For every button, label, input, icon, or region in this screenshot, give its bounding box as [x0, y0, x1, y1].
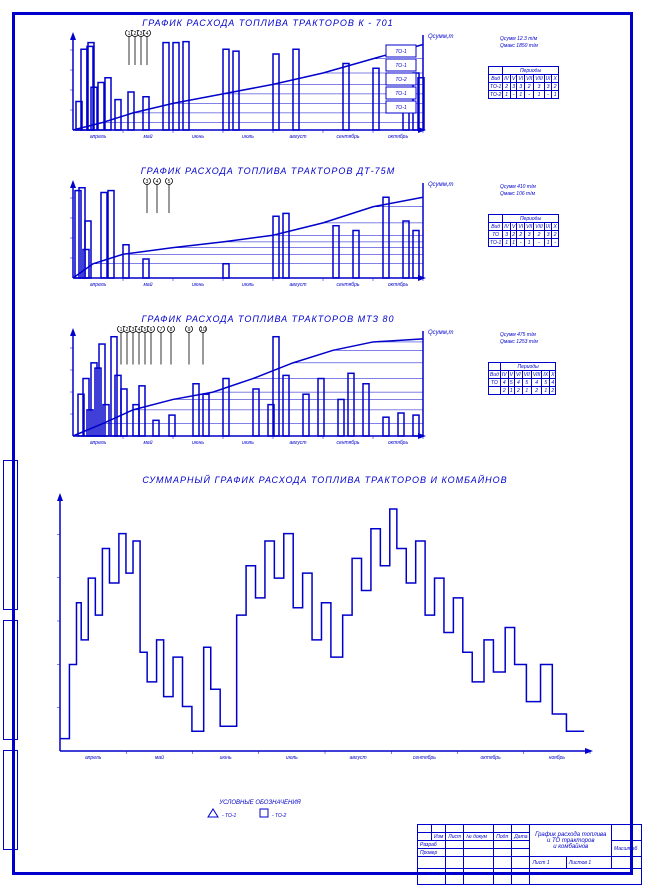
svg-text:ТО-1: ТО-1 — [395, 63, 406, 69]
svg-text:октябрь: октябрь — [481, 755, 502, 761]
svg-text:октябрь: октябрь — [388, 440, 409, 446]
svg-text:2: 2 — [126, 327, 129, 333]
svg-text:1: 1 — [120, 327, 123, 333]
svg-text:7: 7 — [160, 327, 163, 333]
legend-item-label: - ТО-2 — [272, 813, 287, 819]
svg-text:2: 2 — [134, 31, 137, 37]
svg-text:июль: июль — [286, 755, 298, 761]
chart-side-table: ПериодыВидIVVVIVIIVIIIIXXТО3223232ТО-111… — [488, 214, 559, 247]
svg-text:10: 10 — [200, 327, 206, 333]
svg-text:сентябрь: сентябрь — [336, 282, 359, 288]
svg-text:ТО-1: ТО-1 — [395, 91, 406, 97]
svg-text:июнь: июнь — [192, 282, 204, 288]
summary-plot: апрель май июнь июль август сентябрь октябрь но… — [45, 491, 605, 796]
svg-text:9: 9 — [188, 327, 191, 333]
left-margin-strip — [3, 460, 18, 610]
left-margin-strip — [3, 750, 18, 850]
svg-text:3: 3 — [140, 31, 143, 37]
svg-text:октябрь: октябрь — [388, 134, 409, 140]
svg-text:июль: июль — [242, 440, 254, 446]
svg-text:3: 3 — [146, 179, 149, 185]
svg-text:3: 3 — [132, 327, 135, 333]
legend: УСЛОВНЫЕ ОБОЗНАЧЕНИЯ - ТО-1 - ТО-2 — [160, 800, 360, 822]
svg-text:ТО-1: ТО-1 — [395, 49, 406, 55]
svg-text:6: 6 — [150, 327, 153, 333]
summary-chart-panel: СУММАРНЫЙ ГРАФИК РАСХОДА ТОПЛИВА ТРАКТОР… — [45, 475, 615, 780]
svg-text:1: 1 — [128, 31, 131, 37]
svg-text:сентябрь: сентябрь — [336, 440, 359, 446]
svg-text:апрель: апрель — [90, 282, 107, 288]
svg-text:май: май — [144, 439, 153, 446]
svg-text:июль: июль — [242, 134, 254, 140]
svg-text:август: август — [289, 282, 306, 288]
svg-text:4: 4 — [156, 179, 159, 185]
svg-text:май: май — [144, 281, 153, 288]
svg-text:апрель: апрель — [90, 134, 107, 140]
chart-plot: Qсумм,т апрель май июнь июль август сентябрь ок… — [58, 30, 488, 165]
svg-text:4: 4 — [138, 327, 141, 333]
titleblock: График расхода топливаи ТО тракторови ко… — [417, 824, 642, 884]
svg-text:ТО-2: ТО-2 — [395, 77, 406, 83]
svg-text:июнь: июнь — [192, 440, 204, 446]
svg-text:август: август — [289, 440, 306, 446]
svg-text:май: май — [144, 133, 153, 140]
chart-dt75m: ГРАФИК РАСХОДА ТОПЛИВА ТРАКТОРОВ ДТ-75М Q… — [28, 166, 623, 301]
chart-title: ГРАФИК РАСХОДА ТОПЛИВА ТРАКТОРОВ К - 701 — [88, 18, 448, 28]
svg-text:Qсумм,т: Qсумм,т — [428, 34, 454, 40]
svg-text:июнь: июнь — [220, 755, 232, 761]
chart-title: ГРАФИК РАСХОДА ТОПЛИВА ТРАКТОРОВ ДТ-75М — [88, 166, 448, 176]
chart-side-table: ПериодыВидIVVVIVIIVIIIIXXТО-12332332ТО-2… — [488, 66, 559, 99]
chart-title: ГРАФИК РАСХОДА ТОПЛИВА ТРАКТОРОВ МТЗ 80 — [88, 314, 448, 324]
svg-text:август: август — [350, 755, 367, 761]
chart-side-table: ПериодыВидIVVVIVIIVIIIIXXТО4545454212121… — [488, 362, 556, 395]
svg-text:5: 5 — [144, 327, 147, 333]
chart-k701: ГРАФИК РАСХОДА ТОПЛИВА ТРАКТОРОВ К - 701… — [28, 18, 623, 153]
svg-text:8: 8 — [170, 327, 173, 333]
svg-text:ТО-1: ТО-1 — [395, 105, 406, 111]
chart-mtz80: ГРАФИК РАСХОДА ТОПЛИВА ТРАКТОРОВ МТЗ 80 Q… — [28, 314, 623, 459]
svg-text:апрель: апрель — [90, 440, 107, 446]
svg-text:апрель: апрель — [85, 755, 102, 761]
svg-text:июнь: июнь — [192, 134, 204, 140]
svg-text:5: 5 — [168, 179, 171, 185]
svg-text:4: 4 — [146, 31, 149, 37]
chart-title: СУММАРНЫЙ ГРАФИК РАСХОДА ТОПЛИВА ТРАКТОР… — [65, 475, 585, 485]
left-margin-strip — [3, 620, 18, 740]
svg-text:сентябрь: сентябрь — [336, 134, 359, 140]
chart-plot: Qсумм,т апрель май июнь июль август сентябрь ок… — [58, 326, 488, 471]
chart-side-note: Qсумм 12.3 т/мQмакс 1850 т/м — [500, 36, 538, 49]
svg-text:Qсумм,т: Qсумм,т — [428, 182, 454, 188]
chart-plot: Qсумм,т апрель май июнь июль август сентябрь ок… — [58, 178, 488, 313]
titleblock-main: График расхода топливаи ТО тракторови ко… — [530, 825, 612, 857]
svg-text:май: май — [155, 754, 164, 761]
svg-text:сентябрь: сентябрь — [413, 755, 436, 761]
svg-text:октябрь: октябрь — [388, 282, 409, 288]
svg-text:август: август — [289, 134, 306, 140]
svg-text:ноябрь: ноябрь — [549, 755, 566, 761]
chart-side-note: Qсумм 475 т/мQмакс 1253 т/м — [500, 332, 538, 345]
chart-side-note: Qсумм 410 т/мQмакс 106 т/м — [500, 184, 536, 197]
legend-symbols: - ТО-1 - ТО-2 — [160, 806, 360, 820]
svg-text:июль: июль — [242, 282, 254, 288]
legend-item-label: - ТО-1 — [222, 813, 237, 819]
svg-text:Qсумм,т: Qсумм,т — [428, 330, 454, 336]
